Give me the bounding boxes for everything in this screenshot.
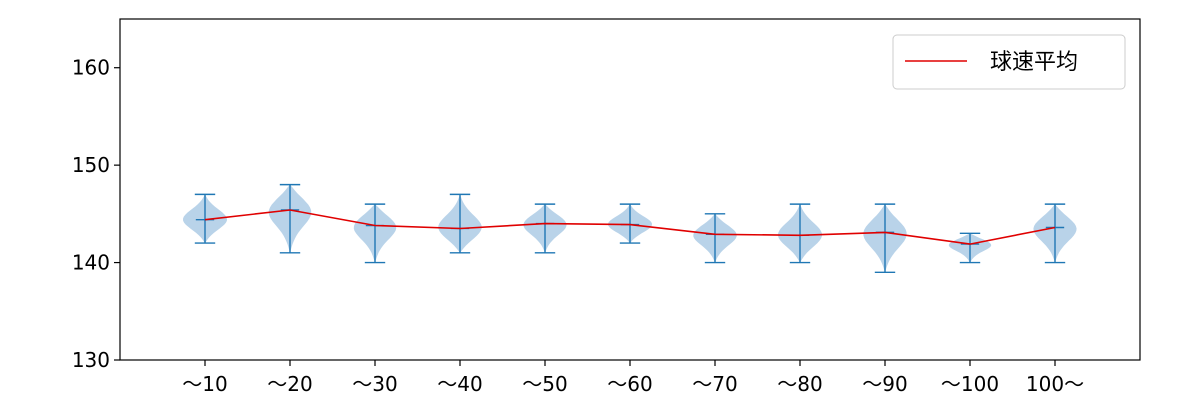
legend-label: 球速平均 [990, 50, 1078, 75]
x-tick-label: 〜30 [352, 372, 397, 396]
y-tick-label: 140 [72, 251, 110, 275]
y-tick-label: 150 [72, 153, 110, 177]
legend: 球速平均 [892, 34, 1126, 90]
x-tick-label: 〜80 [777, 372, 822, 396]
y-tick-label: 160 [72, 56, 110, 80]
y-tick-label: 130 [72, 348, 110, 372]
x-tick-label: 〜70 [692, 372, 737, 396]
x-axis: 〜10 〜20 〜30 〜40 〜50 〜60 〜70 〜80 〜90 〜100 100〜 [182, 360, 1084, 396]
series-line-mean-velocity [204, 209, 1056, 245]
x-tick-label: 〜40 [437, 372, 482, 396]
x-tick-label: 〜90 [862, 372, 907, 396]
y-axis: 130 140 150 160 [72, 56, 120, 372]
legend-box [892, 34, 1126, 90]
x-tick-label: 〜100 [941, 372, 999, 396]
x-tick-label: 〜10 [182, 372, 227, 396]
mean-line-layer [204, 209, 1056, 245]
x-tick-label: 100〜 [1026, 372, 1084, 396]
whisker-group [194, 183, 1066, 274]
x-tick-label: 〜60 [607, 372, 652, 396]
x-tick-label: 〜20 [267, 372, 312, 396]
x-tick-label: 〜50 [522, 372, 567, 396]
